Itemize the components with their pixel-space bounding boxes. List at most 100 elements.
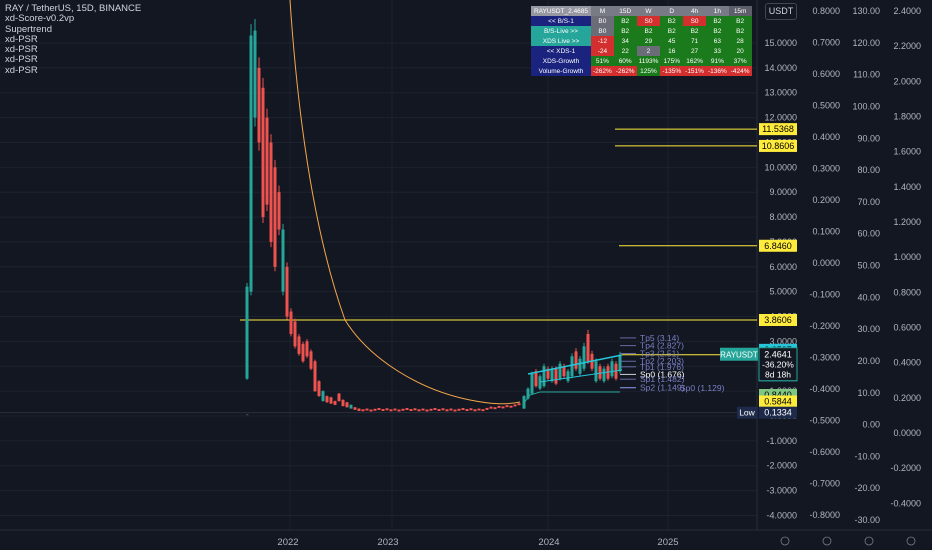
dashboard-cell: 28 bbox=[728, 36, 752, 46]
price-label: 6.8460 bbox=[764, 241, 792, 251]
candle-body bbox=[373, 408, 377, 411]
secondary-axis-tick: 0.7000 bbox=[812, 38, 840, 48]
axis3-tick: 70.00 bbox=[857, 197, 880, 207]
candle-body bbox=[405, 408, 409, 411]
axis3-tick: 40.00 bbox=[857, 292, 880, 302]
dashboard-header-cell: D bbox=[660, 6, 684, 16]
dashboard-cell: B2 bbox=[705, 16, 729, 26]
axis3-tick: 0.00 bbox=[862, 420, 880, 430]
dashboard-row: B/S-Live >> B0 B2 B2 B2 B2 B2 B2 bbox=[531, 26, 752, 36]
dashboard-cell: 27 bbox=[683, 46, 706, 56]
secondary-axis-tick: 0.1000 bbox=[812, 227, 840, 237]
price-label-box bbox=[759, 313, 797, 326]
secondary-axis-tick: -0.6000 bbox=[809, 447, 840, 457]
target-label: Sp0 (1.676) bbox=[640, 369, 685, 379]
indicator-xd-psr-2[interactable]: xd-PSR bbox=[5, 44, 38, 56]
candle-body bbox=[449, 408, 453, 411]
dashboard-cell: 22 bbox=[613, 46, 637, 56]
candle-body bbox=[453, 409, 457, 412]
candle-body bbox=[542, 366, 546, 387]
time-axis-label: 2023 bbox=[377, 537, 398, 548]
axis-setting-icon[interactable] bbox=[864, 536, 874, 546]
dashboard-cell: B0 bbox=[591, 26, 614, 36]
candle-body bbox=[249, 35, 253, 292]
dashboard-header-cell: M bbox=[591, 6, 614, 16]
low-label: Low bbox=[739, 408, 755, 418]
main-axis-tick: 8.0000 bbox=[769, 212, 797, 222]
candle-body bbox=[505, 405, 509, 408]
axis4-tick: 0.6000 bbox=[893, 323, 921, 333]
main-axis-tick: 9.0000 bbox=[769, 187, 797, 197]
indicator-xd-psr-4[interactable]: xd-PSR bbox=[5, 64, 38, 76]
indicator-xd-psr-3[interactable]: xd-PSR bbox=[5, 54, 38, 66]
candle-body bbox=[489, 406, 493, 409]
axis3-tick: 120.00 bbox=[852, 38, 880, 48]
price-label-box bbox=[759, 239, 797, 252]
candle-body bbox=[277, 192, 281, 230]
main-axis-tick: -3.0000 bbox=[766, 486, 797, 496]
dashboard-cell: 125% bbox=[636, 66, 661, 76]
trend-channel-line bbox=[539, 369, 623, 383]
candle-body bbox=[493, 407, 497, 410]
dashboard-row: XDS-Growth 51% 60% 1193% 175% 162% 91% 37% bbox=[531, 56, 752, 66]
candle-body bbox=[618, 354, 622, 372]
price-label: 10.8606 bbox=[762, 141, 795, 151]
dashboard-cell: 175% bbox=[660, 56, 684, 66]
currency-button[interactable]: USDT bbox=[765, 3, 797, 20]
candle-body bbox=[457, 408, 461, 411]
candle-body bbox=[397, 409, 401, 412]
secondary-axis-tick: 0.0000 bbox=[812, 258, 840, 268]
axis4-tick: 1.2000 bbox=[893, 217, 921, 227]
time-axis-label: 2025 bbox=[657, 537, 678, 548]
axis4-tick: -0.4000 bbox=[890, 498, 921, 508]
candle-body bbox=[333, 401, 337, 405]
candle-body bbox=[501, 406, 505, 409]
dashboard-cell: B2 bbox=[728, 26, 752, 36]
dashboard-row-label: XDS Live >> bbox=[531, 36, 591, 46]
dashboard-row-label: XDS-Growth bbox=[531, 56, 591, 66]
candle-body bbox=[429, 408, 433, 411]
axis4-tick: 1.4000 bbox=[893, 182, 921, 192]
indicator-xd-psr-1[interactable]: xd-PSR bbox=[5, 33, 38, 45]
symbol-title[interactable]: RAY / TetherUS, 15D, BINANCE bbox=[5, 3, 142, 14]
candle-body bbox=[369, 409, 373, 412]
dashboard-cell: 60% bbox=[613, 56, 637, 66]
candle-body bbox=[570, 356, 574, 377]
secondary-axis-tick: -0.7000 bbox=[809, 479, 840, 489]
secondary-axis-tick: 0.4000 bbox=[812, 132, 840, 142]
axis3-tick: 110.00 bbox=[853, 70, 880, 80]
secondary-axis-tick: 0.8000 bbox=[812, 6, 840, 16]
dashboard-cell: 20 bbox=[728, 46, 752, 56]
candle-body bbox=[393, 408, 397, 411]
dashboard-row-label: Volume-Growth bbox=[531, 66, 591, 76]
dashboard-row-label: B/S-Live >> bbox=[531, 26, 591, 36]
candle-body bbox=[353, 407, 357, 410]
axis-setting-icon[interactable] bbox=[780, 536, 790, 546]
indicator-xd-score[interactable]: xd-Score-v0.2vp bbox=[5, 13, 75, 25]
dashboard-cell: B2 bbox=[683, 26, 706, 36]
candle-body bbox=[437, 409, 441, 412]
bar-countdown: 8d 18h bbox=[765, 370, 791, 380]
dashboard-cell: 51% bbox=[591, 56, 614, 66]
current-price-box bbox=[758, 347, 798, 382]
dashboard-cell: -262% bbox=[613, 66, 637, 76]
dashboard-cell: -424% bbox=[728, 66, 752, 76]
candle-body bbox=[558, 363, 562, 379]
indicator-supertrend[interactable]: Supertrend bbox=[5, 23, 53, 35]
axis-setting-icon[interactable] bbox=[906, 536, 916, 546]
axis3-tick: 10.00 bbox=[857, 388, 880, 398]
axis4-tick: 1.0000 bbox=[893, 252, 921, 262]
target-label: Tp5 (3.14) bbox=[640, 333, 679, 343]
main-axis-tick: 5.0000 bbox=[769, 287, 797, 297]
dashboard-cell: B2 bbox=[660, 16, 684, 26]
candle-body bbox=[594, 361, 598, 382]
main-axis-tick: -4.0000 bbox=[766, 510, 797, 520]
main-axis-tick: 3.0000 bbox=[769, 336, 797, 346]
signal-dashboard: RAYUSDT_2.4685 M 15D W D 4h 1h 15m << B/S-1 B0 B2 S… bbox=[531, 6, 752, 76]
candle-body bbox=[610, 361, 614, 377]
price-label-box bbox=[759, 123, 797, 136]
axis-setting-icon[interactable] bbox=[822, 536, 832, 546]
dashboard-row: << B/S-1 B0 B2 S0 B2 S0 B2 B2 bbox=[531, 16, 752, 26]
dashboard-header-cell: 15D bbox=[613, 6, 637, 16]
